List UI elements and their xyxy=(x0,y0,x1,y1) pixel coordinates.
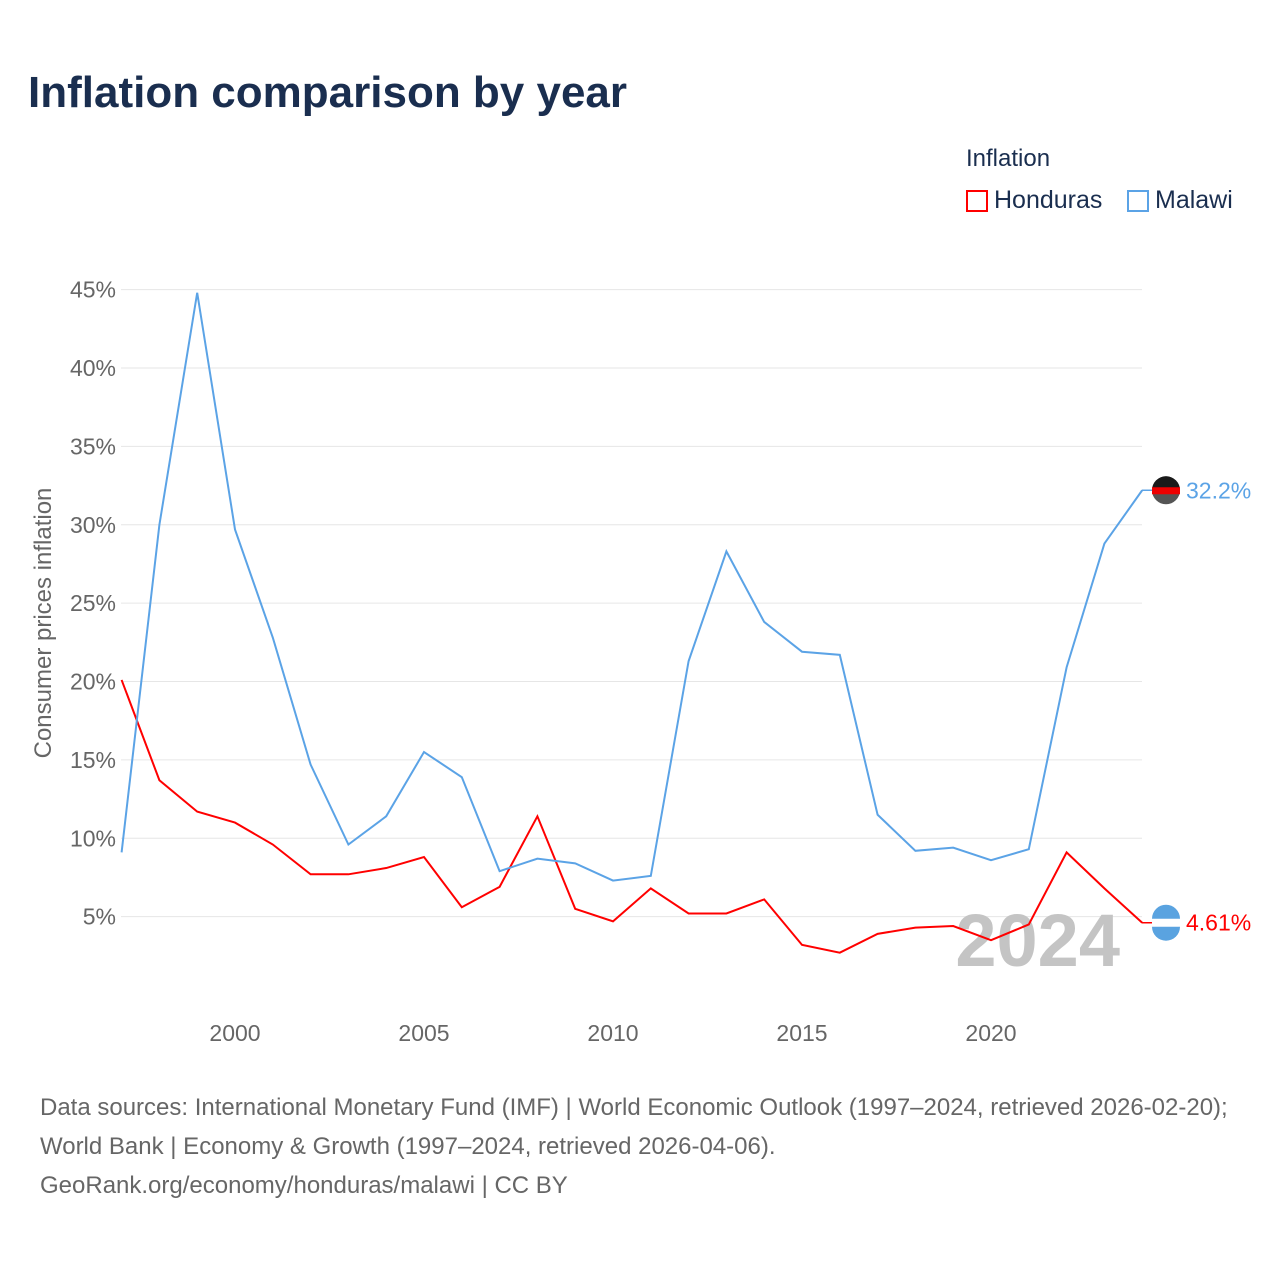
plot-area: 5% 10% 15% 20% 25% 30% 35% 40% 45% 2000 2005 2010 20… xyxy=(30,277,1251,1046)
x-tick-label: 2020 xyxy=(965,1020,1016,1046)
legend-item-malawi[interactable]: Malawi xyxy=(1127,186,1233,215)
x-tick-label: 2000 xyxy=(209,1020,260,1046)
flag-honduras-top xyxy=(1152,904,1181,919)
source-note: Data sources: International Monetary Fun… xyxy=(40,1088,1250,1205)
chart-title: Inflation comparison by year xyxy=(28,68,628,117)
credit-text[interactable]: GeoRank.org/economy/honduras/malawi | CC… xyxy=(40,1172,568,1199)
y-tick-label: 10% xyxy=(70,825,116,851)
end-value-label: 4.61% xyxy=(1186,910,1251,936)
x-tick-label: 2015 xyxy=(776,1020,827,1046)
legend-title: Inflation xyxy=(966,145,1051,172)
legend-label: Malawi xyxy=(1155,186,1233,214)
y-tick-label: 5% xyxy=(83,904,116,930)
flag-malawi-top xyxy=(1152,476,1181,491)
x-tick-label: 2010 xyxy=(587,1020,638,1046)
x-tick-label: 2005 xyxy=(398,1020,449,1046)
year-annotation: 2024 xyxy=(955,899,1120,982)
legend-label: Honduras xyxy=(994,186,1103,214)
source-text: Data sources: International Monetary Fun… xyxy=(40,1094,1228,1160)
flag-malawi-band xyxy=(1152,487,1180,495)
y-tick-label: 35% xyxy=(70,433,116,459)
y-tick-label: 40% xyxy=(70,355,116,381)
y-tick-label: 45% xyxy=(70,277,116,303)
legend-item-honduras[interactable]: Honduras xyxy=(966,186,1102,215)
series-line-honduras xyxy=(120,679,1143,954)
legend-swatch-malawi xyxy=(1127,189,1149,212)
y-axis-label: Consumer prices inflation xyxy=(30,488,57,759)
y-tick-label: 25% xyxy=(70,590,116,616)
end-value-label: 32.2% xyxy=(1186,477,1251,503)
series-line-malawi xyxy=(120,292,1144,882)
flag-honduras-bottom xyxy=(1152,926,1181,941)
y-tick-label: 15% xyxy=(70,747,116,773)
y-tick-label: 20% xyxy=(70,669,116,695)
legend-swatch-honduras xyxy=(966,189,988,212)
y-tick-label: 30% xyxy=(70,512,116,538)
